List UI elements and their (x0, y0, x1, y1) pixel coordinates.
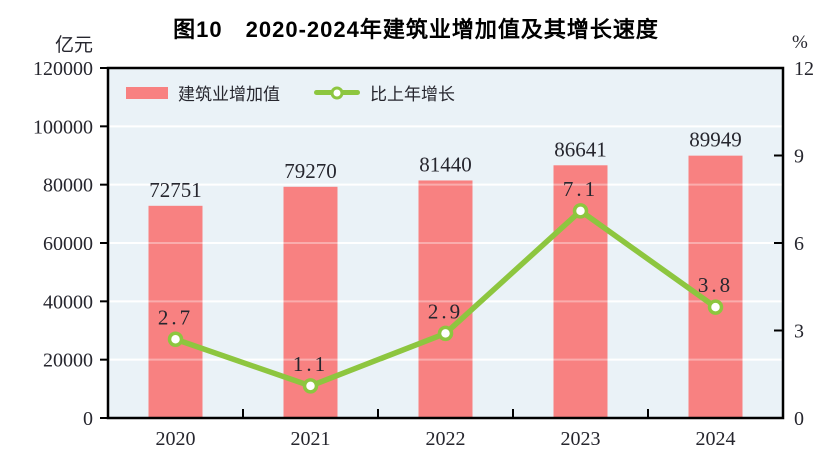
y-tick-label-left: 80000 (43, 175, 93, 197)
bar-2020 (148, 205, 203, 418)
y-tick-label-left: 20000 (43, 350, 93, 372)
y-tick-label-right: 0 (794, 408, 804, 430)
y-tick-label-left: 60000 (43, 233, 93, 255)
growth-point-marker (572, 203, 589, 219)
point-value-label: 7.1 (563, 177, 598, 201)
x-tick-label: 2023 (561, 428, 601, 450)
bar-2024 (688, 155, 743, 418)
growth-point-marker (707, 299, 724, 315)
y-tick-label-left: 100000 (33, 116, 93, 138)
legend: 建筑业增加值 比上年增长 (126, 80, 455, 105)
bar-legend-swatch-icon (126, 86, 168, 99)
y-tick-label-right: 3 (794, 321, 804, 343)
x-tick-label: 2024 (696, 428, 736, 450)
y-tick-label-left: 0 (83, 408, 93, 430)
y-tick-label-right: 6 (794, 233, 804, 255)
line-legend-dot-icon (330, 86, 344, 99)
bar-value-label: 79270 (284, 159, 337, 183)
bar-value-label: 81440 (419, 152, 472, 176)
y-tick-label-left: 120000 (33, 58, 93, 80)
legend-label-line: 比上年增长 (370, 85, 455, 104)
bar-value-label: 89949 (689, 128, 742, 152)
bar-value-label: 72751 (149, 178, 202, 202)
growth-point-marker (167, 331, 184, 347)
legend-item-line: 比上年增长 (314, 80, 455, 105)
right-axis-unit: % (792, 32, 808, 53)
y-tick-label-right: 9 (794, 146, 804, 168)
y-tick-label-left: 40000 (43, 291, 93, 313)
x-tick-label: 2022 (426, 428, 466, 450)
left-axis-unit: 亿元 (54, 35, 93, 56)
bar-2022 (418, 180, 473, 418)
y-tick-label-right: 12 (794, 58, 814, 80)
x-tick-label: 2021 (291, 428, 331, 450)
point-value-label: 2.7 (158, 305, 193, 329)
x-tick-label: 2020 (156, 428, 196, 450)
growth-point-marker (302, 378, 319, 394)
point-value-label: 2.9 (428, 299, 463, 323)
growth-point-marker (437, 325, 454, 342)
bar-value-label: 86641 (554, 137, 607, 161)
legend-item-bar: 建筑业增加值 (126, 80, 280, 105)
chart-title: 图10 2020-2024年建筑业增加值及其增长速度 (173, 17, 659, 42)
point-value-label: 1.1 (293, 352, 328, 376)
legend-label-bar: 建筑业增加值 (178, 85, 280, 104)
point-value-label: 3.8 (698, 273, 733, 297)
line-legend-marker-icon (314, 86, 360, 99)
